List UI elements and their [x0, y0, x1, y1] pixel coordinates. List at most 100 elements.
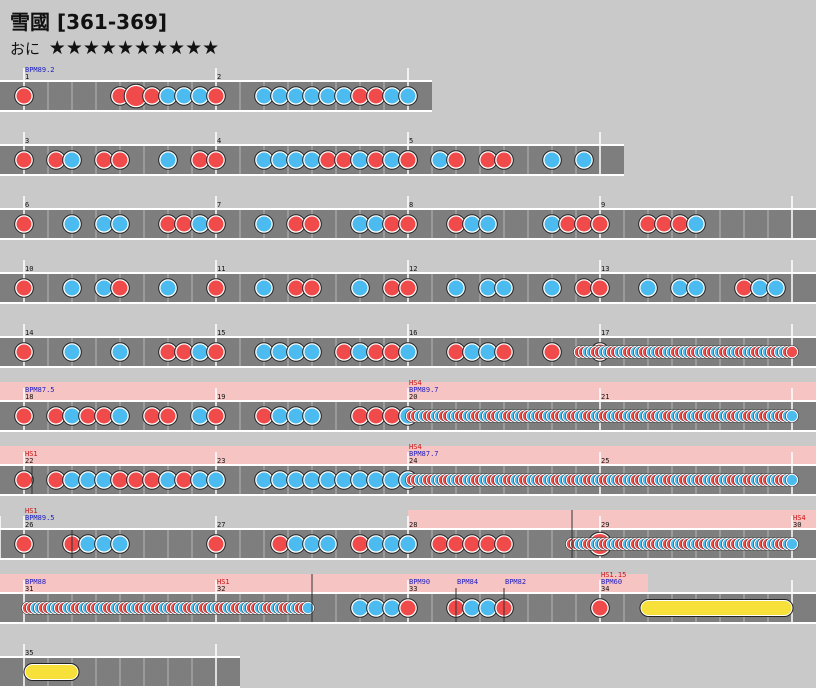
- measure-number: 25: [601, 457, 609, 465]
- measure-number: 34: [601, 585, 609, 593]
- note-ka-face: [304, 472, 320, 488]
- note-don-face: [16, 152, 32, 168]
- note-don-face: [368, 408, 384, 424]
- note-ka-face: [352, 344, 368, 360]
- note-don-face: [400, 152, 416, 168]
- note-don-face: [368, 88, 384, 104]
- note-don-face: [176, 472, 192, 488]
- note-don-face: [160, 344, 176, 360]
- measure-number: 9: [601, 201, 605, 209]
- note-ka-face: [336, 472, 352, 488]
- note-ka-face: [112, 408, 128, 424]
- note-don-face: [320, 152, 336, 168]
- note-ka-face: [432, 152, 448, 168]
- note-don-face: [16, 472, 32, 488]
- measure-number: 11: [217, 265, 225, 273]
- note-ka-face: [384, 600, 400, 616]
- note-ka-face: [64, 472, 80, 488]
- note-ka-face: [480, 216, 496, 232]
- note-don-face: [16, 280, 32, 296]
- note-don-face: [16, 88, 32, 104]
- note-don-face: [48, 152, 64, 168]
- note-ka-face: [256, 472, 272, 488]
- note-ka-face: [96, 472, 112, 488]
- hs-marker: HS4: [409, 379, 422, 387]
- note-don-face: [480, 152, 496, 168]
- note-ka-face: [304, 152, 320, 168]
- note-don-face: [368, 152, 384, 168]
- note-don-face: [384, 280, 400, 296]
- note-don-face: [16, 536, 32, 552]
- note-ka-face: [672, 280, 688, 296]
- note-don-face: [352, 408, 368, 424]
- note-ka-face: [368, 472, 384, 488]
- chart-title: 雪國 [361-369]: [10, 10, 168, 34]
- note-ka-face: [256, 152, 272, 168]
- note-ka-face: [208, 472, 224, 488]
- note-don-face: [496, 536, 512, 552]
- note-don-face: [256, 408, 272, 424]
- bpm-marker: BPM84: [457, 578, 478, 586]
- note-don-face: [96, 408, 112, 424]
- measure-number: 1: [25, 73, 29, 81]
- note-don-face: [208, 152, 224, 168]
- note-ka-face: [192, 344, 208, 360]
- note-ka-face: [256, 216, 272, 232]
- note-ka-face: [464, 600, 480, 616]
- note-don-face: [144, 88, 160, 104]
- note-don-face: [560, 216, 576, 232]
- note-ka-face: [352, 280, 368, 296]
- bpm-marker: BPM88: [25, 578, 46, 586]
- note-ka-face: [368, 536, 384, 552]
- note-don-face: [128, 472, 144, 488]
- note-don-face: [192, 152, 208, 168]
- note-don-face: [16, 408, 32, 424]
- note-ka-face: [368, 600, 384, 616]
- measure-number: 35: [25, 649, 33, 657]
- bpm-marker: BPM89.2: [25, 66, 55, 74]
- note-ka-face: [768, 280, 784, 296]
- note-ka-face: [192, 408, 208, 424]
- note-ka-face: [448, 280, 464, 296]
- hs-marker: HS4: [409, 443, 422, 451]
- note-ka-face: [384, 152, 400, 168]
- balloon-roll-fill: [641, 601, 792, 615]
- note-ka-face: [112, 216, 128, 232]
- note-don-face: [16, 216, 32, 232]
- measure-number: 15: [217, 329, 225, 337]
- note-ka-face: [288, 88, 304, 104]
- note-ka-face: [688, 280, 704, 296]
- note-ka-face: [64, 344, 80, 360]
- note-don-face: [448, 152, 464, 168]
- measure-number: 4: [217, 137, 221, 145]
- note-don-face: [272, 536, 288, 552]
- note-don-face: [160, 408, 176, 424]
- measure-number: 7: [217, 201, 221, 209]
- note-don-face: [304, 216, 320, 232]
- drumroll-stream-face: [786, 346, 798, 358]
- note-don-face: [336, 152, 352, 168]
- note-ka-face: [464, 344, 480, 360]
- note-don-face: [80, 408, 96, 424]
- note-don-face: [576, 216, 592, 232]
- note-don-face: [112, 280, 128, 296]
- measure-number: 32: [217, 585, 225, 593]
- note-ka-face: [192, 216, 208, 232]
- hs-marker: HS1: [25, 507, 38, 515]
- note-don-face: [576, 280, 592, 296]
- balloon-roll-fill: [25, 665, 78, 679]
- note-ka-face: [320, 472, 336, 488]
- note-ka-face: [256, 280, 272, 296]
- note-don-face: [208, 216, 224, 232]
- measure-number: 33: [409, 585, 417, 593]
- measure-number: 27: [217, 521, 225, 529]
- measure-number: 2: [217, 73, 221, 81]
- note-ka-face: [272, 472, 288, 488]
- note-ka-face: [288, 344, 304, 360]
- note-don-face: [544, 344, 560, 360]
- note-ka-face: [352, 600, 368, 616]
- note-don-face: [400, 216, 416, 232]
- bpm-marker: BPM82: [505, 578, 526, 586]
- note-ka-face: [640, 280, 656, 296]
